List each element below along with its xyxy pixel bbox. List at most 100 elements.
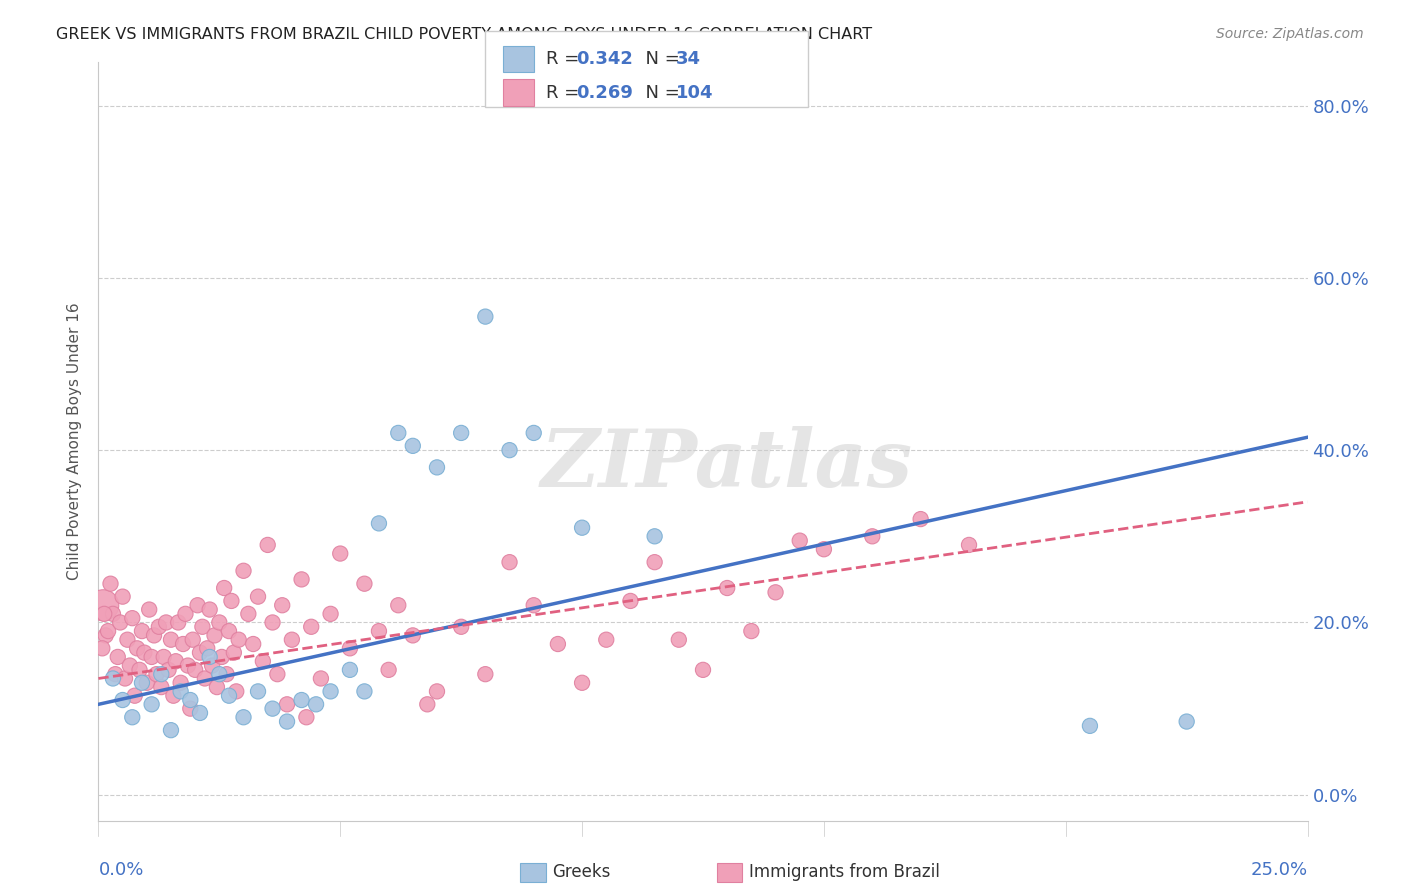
Point — [256, 538, 278, 552]
Point — [155, 615, 177, 630]
Point — [368, 516, 391, 531]
Point — [198, 602, 221, 616]
Point — [644, 529, 666, 543]
Point — [789, 533, 811, 548]
Point — [128, 663, 150, 677]
Point — [101, 672, 124, 686]
Text: R =: R = — [546, 50, 585, 68]
Point — [93, 607, 115, 621]
Point — [271, 599, 294, 613]
Point — [160, 723, 183, 738]
Point — [426, 460, 449, 475]
Point — [135, 675, 157, 690]
Point — [188, 706, 211, 720]
Point — [174, 607, 197, 621]
Point — [232, 710, 254, 724]
Point — [402, 628, 425, 642]
Text: 104: 104 — [676, 84, 714, 102]
Point — [121, 611, 143, 625]
Point — [276, 714, 298, 729]
Point — [141, 698, 163, 712]
Point — [143, 628, 166, 642]
Point — [114, 672, 136, 686]
Text: GREEK VS IMMIGRANTS FROM BRAZIL CHILD POVERTY AMONG BOYS UNDER 16 CORRELATION CH: GREEK VS IMMIGRANTS FROM BRAZIL CHILD PO… — [56, 27, 872, 42]
Point — [252, 654, 274, 668]
Point — [692, 663, 714, 677]
Point — [644, 555, 666, 569]
Point — [218, 624, 240, 639]
Point — [111, 693, 134, 707]
Point — [595, 632, 617, 647]
Point — [121, 710, 143, 724]
Point — [118, 658, 141, 673]
Point — [212, 581, 235, 595]
Text: ZIPatlas: ZIPatlas — [541, 425, 914, 503]
Text: R =: R = — [546, 84, 585, 102]
Point — [167, 615, 190, 630]
Point — [290, 573, 312, 587]
Point — [571, 675, 593, 690]
Point — [668, 632, 690, 647]
Point — [127, 641, 149, 656]
Point — [281, 632, 304, 647]
Point — [208, 667, 231, 681]
Point — [416, 698, 439, 712]
Point — [162, 689, 184, 703]
Point — [402, 439, 425, 453]
Point — [131, 624, 153, 639]
Point — [228, 632, 250, 647]
Point — [145, 667, 167, 681]
Text: N =: N = — [634, 84, 686, 102]
Text: N =: N = — [634, 50, 686, 68]
Point — [221, 594, 243, 608]
Point — [232, 564, 254, 578]
Point — [426, 684, 449, 698]
Point — [148, 620, 170, 634]
Point — [740, 624, 762, 639]
Point — [765, 585, 787, 599]
Point — [1175, 714, 1198, 729]
Point — [222, 646, 245, 660]
Point — [860, 529, 883, 543]
Point — [957, 538, 980, 552]
Point — [523, 425, 546, 440]
Point — [169, 675, 191, 690]
Point — [242, 637, 264, 651]
Point — [319, 684, 342, 698]
Point — [474, 667, 496, 681]
Text: 25.0%: 25.0% — [1250, 861, 1308, 879]
Text: 0.269: 0.269 — [576, 84, 633, 102]
Point — [387, 599, 409, 613]
Point — [188, 646, 211, 660]
Point — [716, 581, 738, 595]
Point — [498, 555, 520, 569]
Point — [474, 310, 496, 324]
Point — [262, 701, 284, 715]
Point — [187, 599, 209, 613]
Point — [262, 615, 284, 630]
Text: Greeks: Greeks — [553, 863, 612, 881]
Point — [195, 641, 218, 656]
Point — [165, 654, 187, 668]
Point — [305, 698, 328, 712]
Point — [218, 689, 240, 703]
Point — [208, 615, 231, 630]
Point — [319, 607, 342, 621]
Point — [181, 632, 204, 647]
Point — [177, 658, 200, 673]
Point — [450, 620, 472, 634]
Point — [184, 663, 207, 677]
Point — [150, 680, 173, 694]
Point — [111, 590, 134, 604]
Point — [134, 646, 156, 660]
Point — [368, 624, 391, 639]
Text: Immigrants from Brazil: Immigrants from Brazil — [749, 863, 941, 881]
Text: Source: ZipAtlas.com: Source: ZipAtlas.com — [1216, 27, 1364, 41]
Point — [211, 649, 233, 664]
Point — [172, 637, 194, 651]
Point — [160, 632, 183, 647]
Point — [523, 599, 546, 613]
Point — [201, 658, 224, 673]
Point — [619, 594, 641, 608]
Point — [179, 693, 201, 707]
